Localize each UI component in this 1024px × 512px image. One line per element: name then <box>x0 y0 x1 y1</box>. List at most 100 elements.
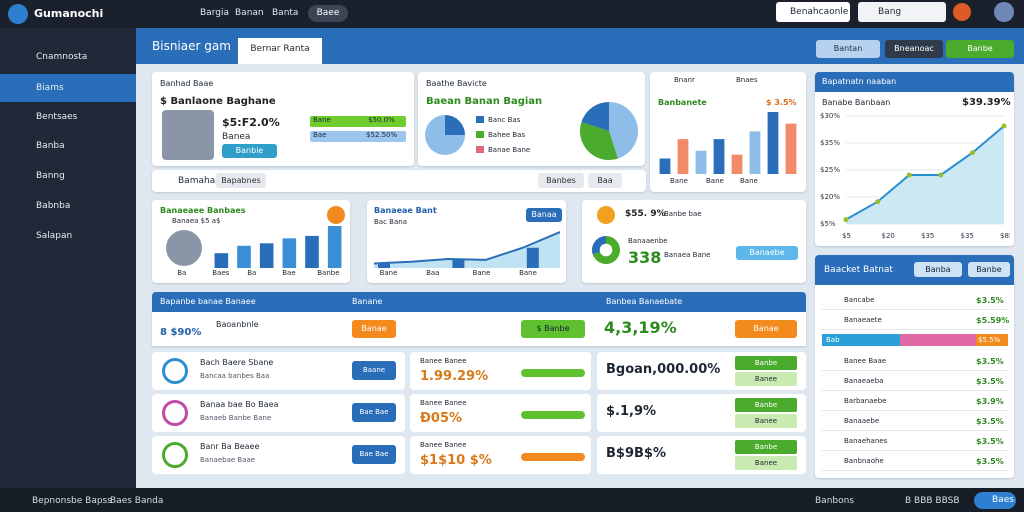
sidebar-item[interactable]: Salapan <box>36 231 73 241</box>
row-bar <box>521 369 585 377</box>
footer-button[interactable]: Baes <box>974 492 1016 509</box>
x-tick-label: Banbe <box>317 269 340 277</box>
sidebar-item[interactable]: Banng <box>36 171 65 181</box>
bar <box>749 131 761 174</box>
table-top-row <box>152 312 806 346</box>
top-button[interactable]: Banae <box>352 320 396 338</box>
decor-pie <box>425 115 465 155</box>
bar <box>327 226 342 268</box>
row-b1[interactable]: Banbe <box>735 440 797 454</box>
list-bar <box>976 334 1008 346</box>
header-button[interactable]: Banbe <box>946 40 1014 58</box>
list-button[interactable]: Banba <box>914 262 962 277</box>
profile-button[interactable]: Banbie <box>222 144 277 158</box>
profile-sub: Banea <box>222 132 251 142</box>
table-title: Bapanbe banae Banaee <box>160 297 256 306</box>
nav-item[interactable]: Banan <box>235 8 264 18</box>
x-axis: Ba Baes Ba Bae Banbe <box>172 269 347 279</box>
pie-slice <box>581 102 609 131</box>
line <box>845 125 1005 221</box>
sidebar-item[interactable]: Biams <box>36 83 64 93</box>
toolbar-button[interactable]: Banbes <box>538 173 584 188</box>
bar <box>659 158 671 174</box>
tab[interactable]: Bernar Ranta <box>238 38 322 64</box>
notification[interactable] <box>953 3 971 21</box>
list-value: $3.5% <box>976 357 1004 366</box>
list-divider <box>822 450 1008 451</box>
x-tick-label: $85 <box>1000 232 1010 240</box>
account-button[interactable]: Bang Beohbate <box>858 2 946 37</box>
badge <box>597 206 615 224</box>
legend-item: Banc Bas <box>488 116 521 124</box>
avatar[interactable] <box>994 2 1014 22</box>
bar <box>282 238 297 268</box>
list-value: $3.5% <box>976 377 1004 386</box>
y-tick-label: $5% <box>820 220 836 228</box>
top-button[interactable]: Banae <box>735 320 797 338</box>
list-bar <box>822 334 900 346</box>
card-label: Banbe bae <box>664 210 702 218</box>
top-pill[interactable]: $ Banbe <box>521 320 585 338</box>
card-title: Bapatnatn naaban <box>822 77 897 86</box>
search[interactable]: Benahcaonle <box>776 2 850 22</box>
row-b2[interactable]: Banee <box>735 414 797 428</box>
list-label: Barbanaebe <box>844 397 887 405</box>
row-b1[interactable]: Banbe <box>735 356 797 370</box>
x-tick-label: Bane <box>670 177 688 185</box>
donut-chart <box>592 236 620 264</box>
card-control[interactable]: Bnaes <box>736 76 758 84</box>
nav-item[interactable]: Banta <box>272 8 299 18</box>
nav-item[interactable]: Bargia <box>200 8 229 18</box>
sidebar-item[interactable]: Cnamnosta <box>36 52 88 62</box>
card-title: Baathe Bavicte <box>426 79 487 88</box>
card-control[interactable]: Bnanr <box>674 76 695 84</box>
list-label: Banbnaohe <box>844 457 884 465</box>
bar-value: $50.0% <box>368 116 395 124</box>
list-title: Baacket Batnat <box>824 265 893 275</box>
card-title: Banhad Baae <box>160 79 214 88</box>
row-b2[interactable]: Banee <box>735 372 797 386</box>
bar <box>214 253 229 268</box>
bar-chart <box>214 226 342 268</box>
row-b1[interactable]: Banbe <box>735 398 797 412</box>
area <box>374 232 560 268</box>
bar <box>767 112 779 174</box>
header-button[interactable]: Bneanoac <box>885 40 943 58</box>
row-name: Banr Ba Beaee <box>200 442 260 451</box>
sidebar-item[interactable]: Bentsaes <box>36 112 78 122</box>
list-button[interactable]: Banbe <box>968 262 1010 277</box>
card-button[interactable]: Banaa <box>526 208 562 222</box>
row-b2[interactable]: Banee <box>735 456 797 470</box>
table-header <box>152 292 806 312</box>
active-item <box>0 74 136 102</box>
list-card <box>815 255 1014 478</box>
sidebar-item[interactable]: Babnba <box>36 201 71 211</box>
row-label: Banee Banee <box>420 441 467 449</box>
pill[interactable]: Baee <box>308 5 348 22</box>
list-value: $5.59% <box>976 316 1010 325</box>
card-subtitle: Baean Banan Bagian <box>426 96 543 107</box>
card-title: Banaeae Bant <box>374 206 437 215</box>
bar <box>526 247 539 268</box>
row-name: Banaa bae Bo Baea <box>200 400 279 409</box>
point <box>875 199 881 205</box>
sidebar-item[interactable]: Banba <box>36 141 65 151</box>
row-bar <box>521 453 585 461</box>
footer-text: B BBB BBSB <box>905 496 960 506</box>
x-tick-label: Bane <box>379 269 398 277</box>
toolbar-button[interactable]: Bapabnes <box>216 173 266 188</box>
row-button[interactable]: Bae Bae <box>352 403 396 422</box>
top-bar <box>0 0 1024 28</box>
row-button[interactable]: Baane <box>352 361 396 380</box>
x-tick-label: $35 <box>961 232 974 240</box>
toolbar-button[interactable]: Baa <box>588 173 622 188</box>
card-sub: Banaaenbe <box>628 237 668 245</box>
bar-label: Bane <box>313 116 331 124</box>
bar-card <box>650 72 806 192</box>
legend-item: Banae Bane <box>488 146 531 154</box>
footer-text: Banbons <box>815 496 855 506</box>
card-button[interactable]: Banaebe <box>736 246 798 260</box>
row-button[interactable]: Bae Bae <box>352 445 396 464</box>
header-button[interactable]: Bantan <box>816 40 880 58</box>
profile-photo <box>166 230 202 266</box>
